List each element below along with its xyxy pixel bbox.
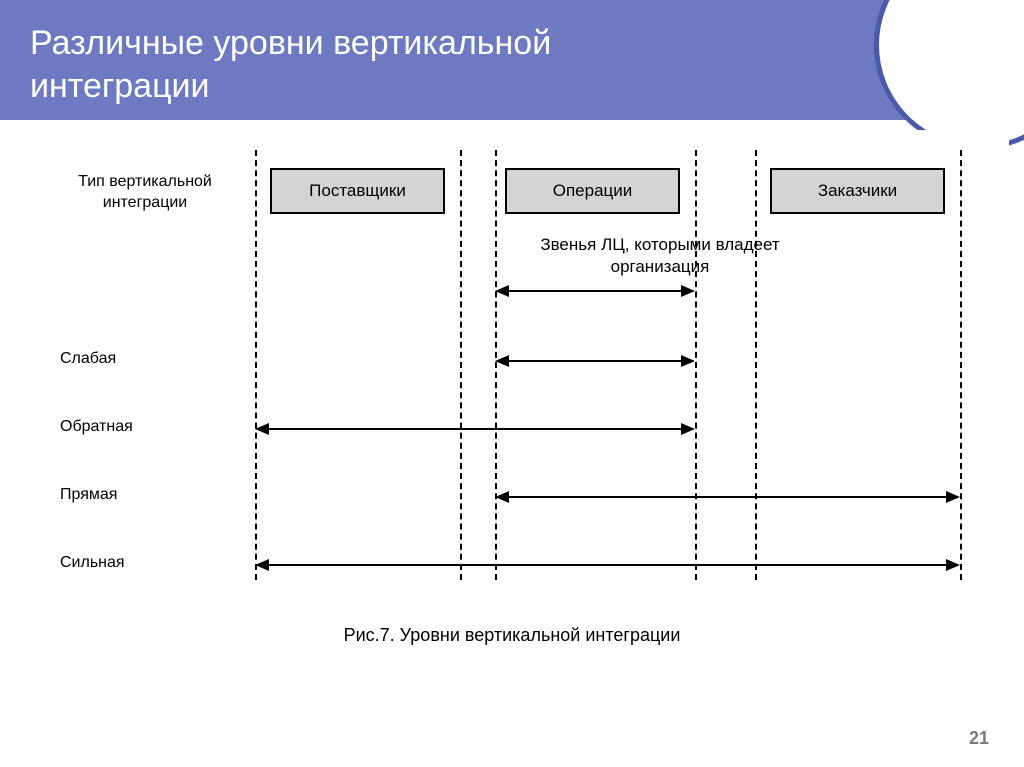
- column-box: Поставщики: [270, 168, 445, 214]
- dashed-vline: [755, 150, 757, 580]
- column-box: Заказчики: [770, 168, 945, 214]
- arrow-head-left-icon: [255, 423, 269, 435]
- row-label: Сильная: [60, 554, 230, 572]
- corner-accent-circle: [874, 0, 1024, 150]
- row-label: Обратная: [60, 418, 230, 436]
- arrow-head-left-icon: [495, 355, 509, 367]
- dashed-vline: [960, 150, 962, 580]
- column-box: Операции: [505, 168, 680, 214]
- integration-diagram: Тип вертикальной интеграции Поставщики Оп…: [45, 150, 979, 590]
- arrow-head-right-icon: [946, 491, 960, 503]
- arrow-line: [507, 360, 683, 362]
- slide-content: Тип вертикальной интеграции Поставщики Оп…: [15, 130, 1009, 747]
- dashed-vline: [695, 150, 697, 580]
- arrow-head-right-icon: [681, 355, 695, 367]
- slide-title: Различные уровни вертикальной интеграции: [30, 24, 551, 105]
- arrow-head-left-icon: [255, 559, 269, 571]
- arrow-line: [507, 496, 948, 498]
- arrow-line: [267, 428, 683, 430]
- arrow-line: [507, 290, 683, 292]
- dashed-vline: [460, 150, 462, 580]
- arrow-line: [267, 564, 948, 566]
- arrow-head-left-icon: [495, 285, 509, 297]
- slide-header: Различные уровни вертикальной интеграции: [0, 0, 1024, 120]
- figure-caption: Рис.7. Уровни вертикальной интеграции: [15, 625, 1009, 646]
- subtitle-line1: Звенья ЛЦ, которыми владеет: [460, 234, 860, 256]
- row-header-label: Тип вертикальной интеграции: [60, 172, 230, 214]
- page-number: 21: [969, 728, 989, 749]
- row-label: Слабая: [60, 350, 230, 368]
- row-label: Прямая: [60, 486, 230, 504]
- arrow-head-right-icon: [681, 423, 695, 435]
- arrow-head-right-icon: [946, 559, 960, 571]
- dashed-vline: [255, 150, 257, 580]
- arrow-head-right-icon: [681, 285, 695, 297]
- subtitle: Звенья ЛЦ, которыми владеет организация: [460, 234, 860, 278]
- arrow-head-left-icon: [495, 491, 509, 503]
- subtitle-line2: организация: [460, 256, 860, 278]
